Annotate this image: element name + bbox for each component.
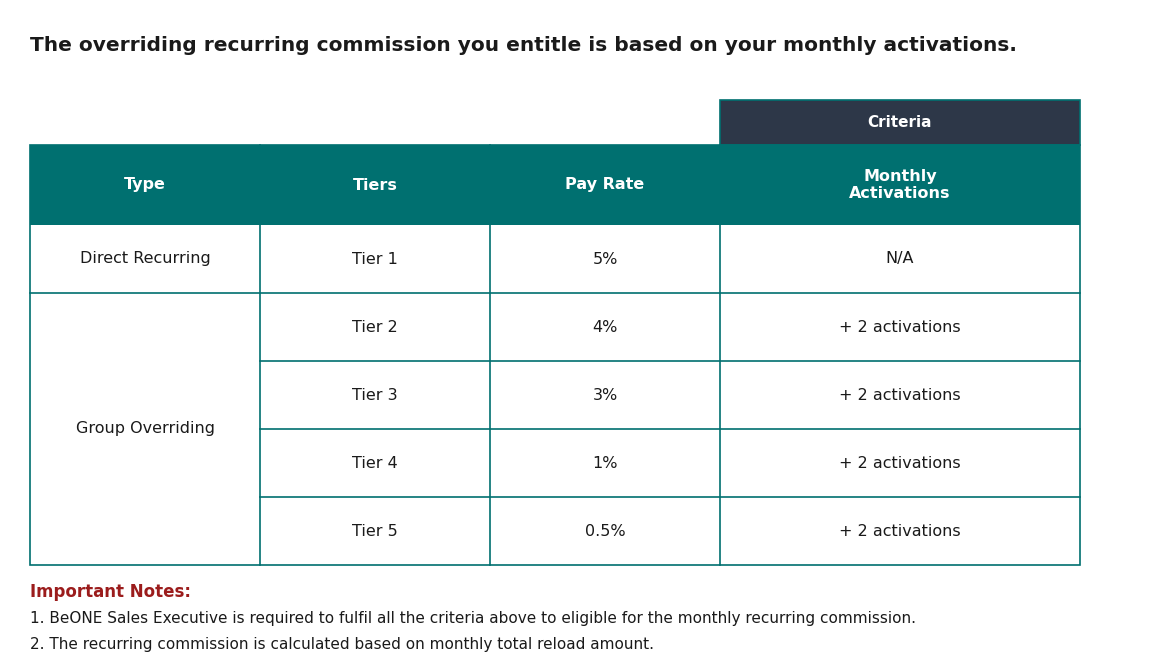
Text: Important Notes:: Important Notes: xyxy=(30,583,191,601)
Text: 1. BeONE Sales Executive is required to fulfil all the criteria above to eligibl: 1. BeONE Sales Executive is required to … xyxy=(30,611,916,626)
Text: Type: Type xyxy=(123,177,165,192)
Text: Tier 1: Tier 1 xyxy=(352,252,398,266)
Text: 4%: 4% xyxy=(592,320,617,334)
Text: Tier 3: Tier 3 xyxy=(352,388,397,402)
Text: + 2 activations: + 2 activations xyxy=(839,523,961,538)
Text: Criteria: Criteria xyxy=(868,115,932,130)
Text: Tier 2: Tier 2 xyxy=(352,320,398,334)
Text: Pay Rate: Pay Rate xyxy=(565,177,644,192)
Text: Group Overriding: Group Overriding xyxy=(76,421,214,436)
Text: N/A: N/A xyxy=(885,252,915,266)
Text: Tiers: Tiers xyxy=(353,177,397,192)
Bar xyxy=(30,225,1080,565)
Text: + 2 activations: + 2 activations xyxy=(839,320,961,334)
Text: + 2 activations: + 2 activations xyxy=(839,388,961,402)
Text: Direct Recurring: Direct Recurring xyxy=(79,252,211,266)
Text: The overriding recurring commission you entitle is based on your monthly activat: The overriding recurring commission you … xyxy=(30,36,1017,55)
Bar xyxy=(30,145,1080,565)
Text: 1%: 1% xyxy=(592,455,617,470)
Text: Tier 4: Tier 4 xyxy=(352,455,398,470)
Text: Monthly
Activations: Monthly Activations xyxy=(849,169,951,201)
Text: 3%: 3% xyxy=(592,388,617,402)
Text: Tier 5: Tier 5 xyxy=(352,523,398,538)
Bar xyxy=(30,145,1080,225)
Text: 5%: 5% xyxy=(592,252,617,266)
Bar xyxy=(720,100,1080,145)
Text: 2. The recurring commission is calculated based on monthly total reload amount.: 2. The recurring commission is calculate… xyxy=(30,637,654,652)
Text: 0.5%: 0.5% xyxy=(585,523,626,538)
Bar xyxy=(720,100,1080,145)
Text: + 2 activations: + 2 activations xyxy=(839,455,961,470)
